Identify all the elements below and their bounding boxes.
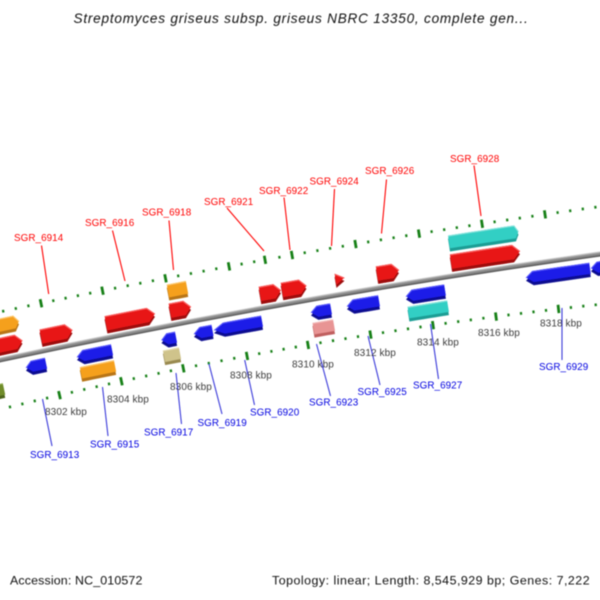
svg-text:SGR_6915: SGR_6915 — [90, 440, 140, 451]
svg-text:8314 kbp: 8314 kbp — [417, 338, 459, 349]
svg-text:8310 kbp: 8310 kbp — [292, 360, 334, 371]
svg-text:SGR_6929: SGR_6929 — [539, 362, 589, 373]
svg-text:Accession: NC_010572: Accession: NC_010572 — [10, 574, 143, 588]
svg-text:SGR_6917: SGR_6917 — [144, 428, 193, 439]
svg-text:SGR_6920: SGR_6920 — [250, 408, 300, 419]
svg-text:SGR_6924: SGR_6924 — [310, 177, 360, 188]
svg-text:SGR_6928: SGR_6928 — [450, 154, 500, 165]
svg-text:SGR_6926: SGR_6926 — [365, 166, 415, 177]
svg-text:8308 kbp: 8308 kbp — [230, 371, 272, 382]
svg-text:8316 kbp: 8316 kbp — [478, 328, 520, 339]
svg-text:SGR_6919: SGR_6919 — [198, 418, 248, 429]
svg-text:SGR_6925: SGR_6925 — [358, 387, 408, 398]
svg-text:Streptomyces griseus subsp. gr: Streptomyces griseus subsp. griseus NBRC… — [73, 11, 528, 26]
svg-text:SGR_6918: SGR_6918 — [142, 208, 192, 219]
svg-text:SGR_6923: SGR_6923 — [309, 398, 359, 409]
svg-text:8318 kbp: 8318 kbp — [540, 319, 582, 330]
svg-text:SGR_6914: SGR_6914 — [14, 233, 64, 244]
svg-text:8306 kbp: 8306 kbp — [170, 382, 212, 393]
svg-text:SGR_6921: SGR_6921 — [204, 197, 254, 208]
svg-text:8302 kbp: 8302 kbp — [45, 407, 87, 418]
svg-text:SGR_6922: SGR_6922 — [259, 186, 308, 197]
svg-text:SGR_6913: SGR_6913 — [30, 450, 80, 461]
svg-text:8312 kbp: 8312 kbp — [354, 348, 396, 359]
svg-text:Topology: linear; Length: 8,54: Topology: linear; Length: 8,545,929 bp; … — [272, 574, 590, 588]
svg-text:SGR_6927: SGR_6927 — [413, 381, 462, 392]
svg-text:SGR_6916: SGR_6916 — [85, 218, 135, 229]
svg-text:8304 kbp: 8304 kbp — [107, 395, 149, 406]
